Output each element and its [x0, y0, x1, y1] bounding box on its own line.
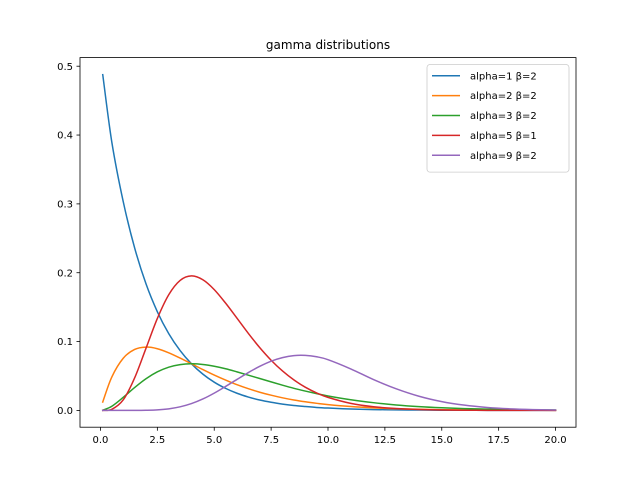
series-line-5 [102, 354, 557, 412]
x-tick-label: 5.0 [206, 435, 222, 446]
y-tick-label: 0.2 [57, 268, 73, 279]
series-lines [101, 73, 557, 412]
y-tick-label: 0.5 [57, 62, 73, 73]
series-line-4 [101, 275, 557, 412]
legend-label-1: alpha=1 β=2 [470, 71, 537, 82]
y-tick-label: 0.1 [57, 337, 73, 348]
y-tick-label: 0.0 [57, 406, 73, 417]
legend: alpha=1 β=2 alpha=2 β=2 alpha=3 β=2 alpha=5… [426, 64, 570, 173]
x-tick-label: 17.5 [488, 435, 510, 446]
legend-box [426, 64, 570, 173]
y-tick-label: 0.3 [57, 199, 73, 210]
x-tick-label: 20.0 [544, 435, 566, 446]
legend-label-5: alpha=9 β=2 [470, 151, 537, 162]
x-axis: 0.0 2.5 5.0 7.5 10.0 12.5 15.0 17.5 20.0 [93, 427, 567, 446]
x-tick-label: 7.5 [263, 435, 279, 446]
chart-title: gamma distributions [266, 38, 390, 52]
legend-label-2: alpha=2 β=2 [470, 91, 537, 102]
legend-label-3: alpha=3 β=2 [470, 111, 537, 122]
legend-label-4: alpha=5 β=1 [470, 131, 537, 142]
x-tick-label: 0.0 [93, 435, 109, 446]
y-tick-label: 0.4 [57, 131, 73, 142]
x-tick-label: 10.0 [317, 435, 339, 446]
plot-area [79, 57, 577, 428]
x-tick-label: 12.5 [374, 435, 396, 446]
x-tick-label: 15.0 [431, 435, 453, 446]
x-tick-label: 2.5 [149, 435, 165, 446]
y-axis: 0.0 0.1 0.2 0.3 0.4 0.5 [57, 62, 80, 417]
series-line-3 [101, 363, 557, 412]
